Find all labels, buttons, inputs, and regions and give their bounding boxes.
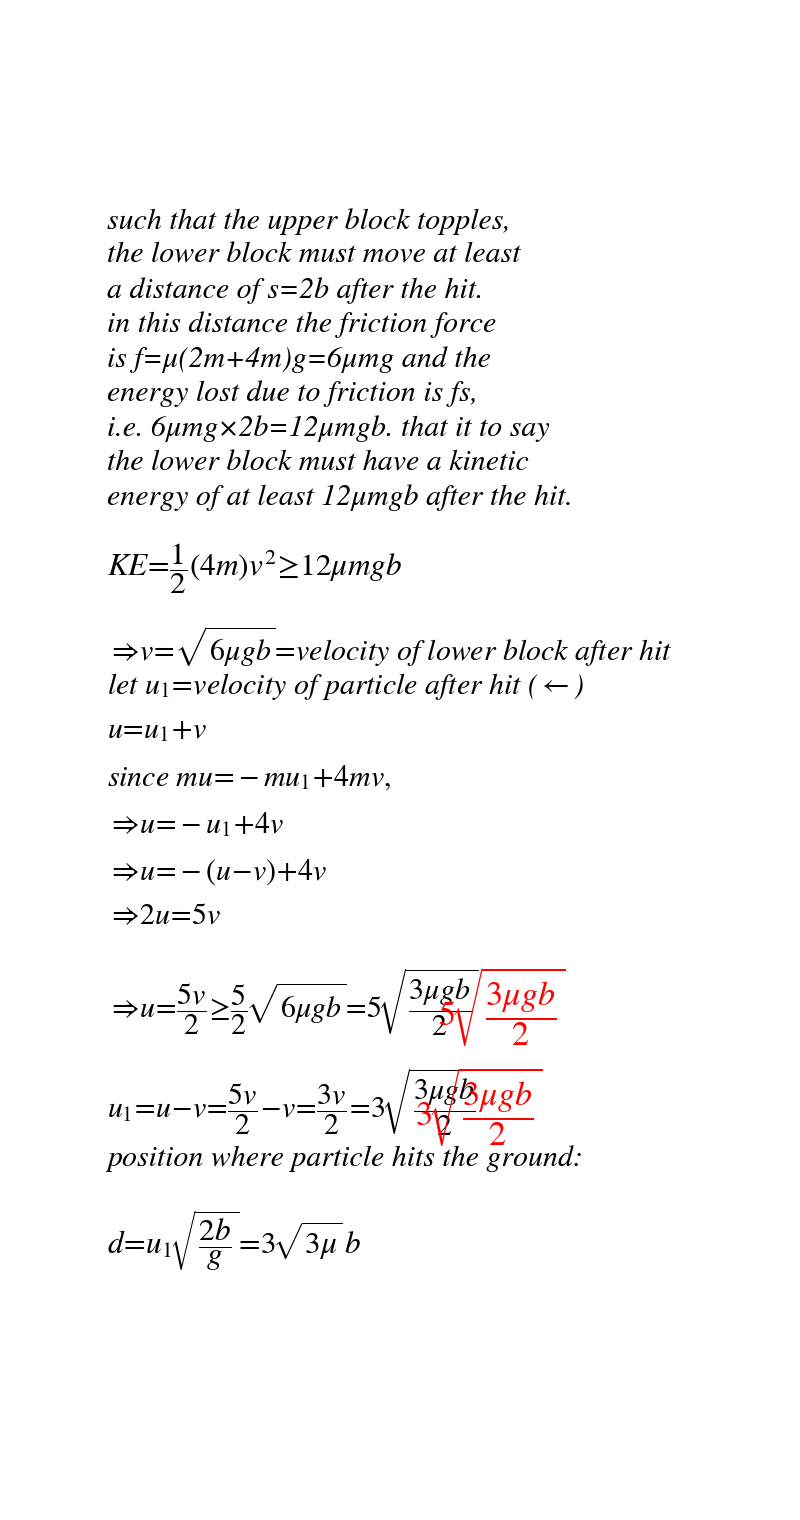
Text: $3\!\sqrt{\dfrac{3\mu gb}{2}}$: $3\!\sqrt{\dfrac{3\mu gb}{2}}$	[415, 1066, 542, 1149]
Text: position where particle hits the ground:: position where particle hits the ground:	[107, 1146, 583, 1172]
Text: $\Rightarrow\!u\!=\!-(u\!-\!v)\!+\!4v$: $\Rightarrow\!u\!=\!-(u\!-\!v)\!+\!4v$	[107, 857, 328, 888]
Text: $\Rightarrow\!v\!=\!\sqrt{6\mu gb}\!=\!$velocity of lower block after hit: $\Rightarrow\!v\!=\!\sqrt{6\mu gb}\!=\!$…	[107, 625, 673, 669]
Text: the lower block must have a kinetic: the lower block must have a kinetic	[107, 450, 529, 476]
Text: $u_1\!=\!u\!-\!v\!=\!\dfrac{5v}{2}\!-\!v\!=\!\dfrac{3v}{2}\!=\!$$3\!\sqrt{\dfrac: $u_1\!=\!u\!-\!v\!=\!\dfrac{5v}{2}\!-\!v…	[107, 1066, 483, 1138]
Text: $d\!=\!u_1\!\sqrt{\dfrac{2b}{g}}\!=\!3\!\sqrt{3\mu}\,b$: $d\!=\!u_1\!\sqrt{\dfrac{2b}{g}}\!=\!3\!…	[107, 1208, 362, 1272]
Text: $\Rightarrow\!2u\!=\!5v$: $\Rightarrow\!2u\!=\!5v$	[107, 904, 222, 930]
Text: $\Rightarrow\!u\!=\!-u_1\!+\!4v$: $\Rightarrow\!u\!=\!-u_1\!+\!4v$	[107, 810, 284, 839]
Text: $5\!\sqrt{\dfrac{3\mu gb}{2}}$: $5\!\sqrt{\dfrac{3\mu gb}{2}}$	[438, 967, 566, 1049]
Text: energy of at least 12μmgb after the hit.: energy of at least 12μmgb after the hit.	[107, 485, 574, 511]
Text: energy lost due to friction is fs,: energy lost due to friction is fs,	[107, 382, 478, 407]
Text: $KE\!=\!\dfrac{1}{2}(4m)v^2\!\geq\!12\mu mgb$: $KE\!=\!\dfrac{1}{2}(4m)v^2\!\geq\!12\mu…	[107, 541, 402, 596]
Text: in this distance the friction force: in this distance the friction force	[107, 312, 497, 339]
Text: a distance of s=2b after the hit.: a distance of s=2b after the hit.	[107, 277, 484, 304]
Text: is f=μ(2m+4m)g=6μmg and the: is f=μ(2m+4m)g=6μmg and the	[107, 347, 491, 372]
Text: the lower block must move at least: the lower block must move at least	[107, 243, 521, 269]
Text: $u\!=\!u_1\!+\!v$: $u\!=\!u_1\!+\!v$	[107, 717, 208, 743]
Text: let $u_1\!=\!$velocity of particle after hit ($\leftarrow$): let $u_1\!=\!$velocity of particle after…	[107, 670, 585, 702]
Text: i.e. 6μmg×2b=12μmgb. that it to say: i.e. 6μmg×2b=12μmgb. that it to say	[107, 415, 550, 442]
Text: since $mu\!=\!-mu_1\!+\!4mv,$: since $mu\!=\!-mu_1\!+\!4mv,$	[107, 765, 391, 792]
Text: $\Rightarrow\!u\!=\!\dfrac{5v}{2}\!\geq\!\dfrac{5}{2}\!\sqrt{6\mu gb}\!=\!$$5\!\: $\Rightarrow\!u\!=\!\dfrac{5v}{2}\!\geq\…	[107, 967, 479, 1038]
Text: such that the upper block topples,: such that the upper block topples,	[107, 208, 511, 236]
